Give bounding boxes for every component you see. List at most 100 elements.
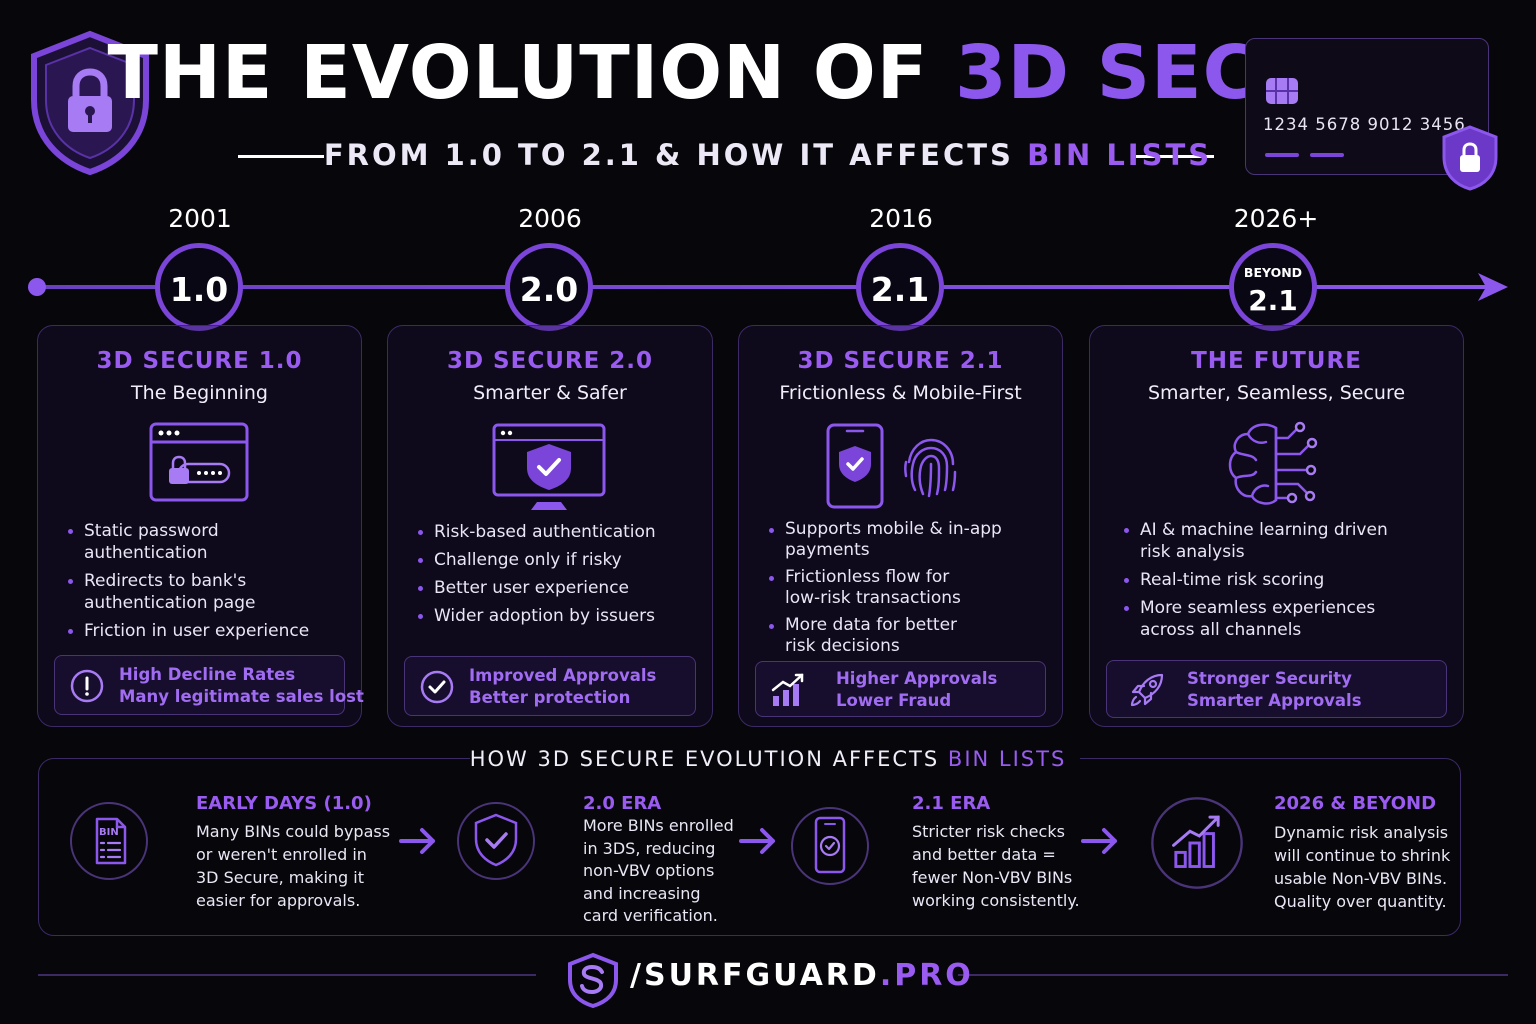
bin-icon-label: BIN xyxy=(99,827,119,838)
card-stripe-2 xyxy=(1310,153,1344,157)
card-title: 3D SECURE 2.1 xyxy=(797,348,1004,374)
card-bullets: AI & machine learning driven risk analysi… xyxy=(1122,519,1449,647)
monitor-shield-icon xyxy=(492,423,606,510)
year-label-1: 2001 xyxy=(168,204,232,233)
era-text: Many BINs could bypass or weren't enroll… xyxy=(196,820,390,912)
era-text-line: More BINs enrolled xyxy=(583,816,734,835)
card-title: 3D SECURE 1.0 xyxy=(96,348,303,374)
page-subtitle: FROM 1.0 TO 2.1 & HOW IT AFFECTS BIN LIS… xyxy=(0,138,1536,172)
card-title: 3D SECURE 2.0 xyxy=(446,348,654,374)
subtitle-part2: BIN LISTS xyxy=(1027,138,1213,172)
alert-circle-icon xyxy=(70,669,104,703)
card-shield-lock-icon xyxy=(1442,125,1498,191)
bullet-line: Frictionless flow for xyxy=(785,567,950,587)
phone-check-icon xyxy=(791,807,869,885)
timeline-card-4: THE FUTURE Smarter, Seamless, Secure AI xyxy=(1089,325,1464,727)
version-node-prefix: BEYOND xyxy=(1243,265,1303,280)
timeline-line xyxy=(38,285,1494,289)
era-title: 2026 & BEYOND xyxy=(1274,793,1437,814)
card-chip-icon xyxy=(1266,78,1298,104)
bullet-item: Frictionless flow for low-risk transactio… xyxy=(767,567,1048,609)
bullet-item: Risk-based authentication xyxy=(416,521,698,543)
bin-document-icon: BIN xyxy=(70,802,148,880)
era-text-line: will continue to shrink xyxy=(1274,846,1451,865)
brand-name: /SURFGUARD.PRO xyxy=(630,958,971,993)
callout-line-1: High Decline Rates xyxy=(119,665,296,684)
version-node-4: BEYOND 2.1 xyxy=(1229,243,1317,331)
era-text: Stricter risk checks and better data = f… xyxy=(912,820,1080,912)
card-subtitle: The Beginning xyxy=(131,382,268,404)
era-text-line: usable Non-VBV BINs. xyxy=(1274,869,1448,888)
bullet-item: Real-time risk scoring xyxy=(1122,569,1449,591)
surfguard-logo-icon xyxy=(568,952,618,1008)
subtitle-part1: FROM 1.0 TO 2.1 & HOW IT AFFECTS xyxy=(323,138,1014,172)
ai-brain-icon xyxy=(1228,421,1318,505)
version-node-3: 2.1 xyxy=(856,243,944,331)
callout-line-2: Smarter Approvals xyxy=(1187,691,1362,710)
brand-part2: .PRO xyxy=(879,958,974,993)
year-label-2: 2006 xyxy=(518,204,582,233)
callout-line-2: Lower Fraud xyxy=(836,691,952,710)
bin-heading-bg xyxy=(470,746,1080,772)
era-text: Dynamic risk analysis will continue to s… xyxy=(1274,821,1450,913)
timeline-card-2: 3D SECURE 2.0 Smarter & Safer Risk-based… xyxy=(387,325,713,727)
bullet-line: More seamless experiences xyxy=(1140,598,1376,618)
bullet-item: More seamless experiences across all chan… xyxy=(1122,597,1449,641)
era-text-line: fewer Non-VBV BINs xyxy=(912,868,1073,887)
callout-line-1: Higher Approvals xyxy=(836,669,998,688)
bin-heading-part2: BIN LISTS xyxy=(947,747,1067,771)
card-subtitle: Smarter & Safer xyxy=(473,382,627,404)
phone-shield-icon xyxy=(826,423,884,509)
card-bullets: Risk-based authentication Challenge only… xyxy=(416,521,698,633)
bullet-line: More data for better xyxy=(785,615,958,635)
era-text-line: Stricter risk checks xyxy=(912,822,1065,841)
era-text: More BINs enrolled in 3DS, reducing non-… xyxy=(583,815,734,928)
bullet-line: authentication page xyxy=(84,593,256,613)
arrow-right-icon xyxy=(739,828,775,854)
page-title: THE EVOLUTION OF 3D SECURE xyxy=(0,30,1536,116)
era-text-line: easier for approvals. xyxy=(196,891,361,910)
bullet-item: Wider adoption by issuers xyxy=(416,605,698,627)
subtitle-rule-right xyxy=(1136,155,1214,158)
footer-rule-left xyxy=(38,974,536,976)
bullet-item: AI & machine learning driven risk analysi… xyxy=(1122,519,1449,563)
year-label-3: 2016 xyxy=(869,204,933,233)
card-callout: Improved Approvals Better protection xyxy=(404,656,696,716)
callout-line-2: Many legitimate sales lost xyxy=(119,687,364,706)
era-text-line: Dynamic risk analysis xyxy=(1274,823,1449,842)
bullet-line: AI & machine learning driven xyxy=(1140,520,1388,540)
bullet-item: More data for better risk decisions xyxy=(767,615,1048,657)
card-subtitle: Frictionless & Mobile-First xyxy=(779,382,1022,404)
era-text-line: or weren't enrolled in xyxy=(196,845,367,864)
check-circle-icon xyxy=(420,670,454,704)
era-text-line: working consistently. xyxy=(912,891,1080,910)
card-bullets: Static password authentication Redirects… xyxy=(66,520,347,648)
era-title: 2.1 ERA xyxy=(912,793,991,814)
chart-up-icon xyxy=(771,673,804,706)
bullet-item: Redirects to bank's authentication page xyxy=(66,570,347,614)
bullet-line: payments xyxy=(785,540,870,560)
timeline-card-3: 3D SECURE 2.1 Frictionless & Mobile-Firs… xyxy=(738,325,1063,727)
card-callout: Higher Approvals Lower Fraud xyxy=(755,661,1046,717)
timeline-card-1: 3D SECURE 1.0 The Beginning Static passw… xyxy=(37,325,364,727)
bullet-item: Better user experience xyxy=(416,577,698,599)
shield-check-icon xyxy=(457,802,535,880)
era-text-line: and better data = xyxy=(912,845,1056,864)
timeline-arrow-icon xyxy=(1478,273,1508,301)
version-node-2: 2.0 xyxy=(505,243,593,331)
era-text-line: 3D Secure, making it xyxy=(196,868,364,887)
era-title: EARLY DAYS (1.0) xyxy=(196,793,372,814)
card-number: 1234 5678 9012 3456 xyxy=(1263,115,1466,134)
callout-line-1: Improved Approvals xyxy=(469,666,657,685)
bullet-line: risk analysis xyxy=(1140,542,1245,562)
bullet-item: Friction in user experience xyxy=(66,620,347,642)
year-label-4: 2026+ xyxy=(1233,204,1319,233)
card-title: THE FUTURE xyxy=(1191,348,1362,374)
era-text-line: Quality over quantity. xyxy=(1274,892,1447,911)
era-text-line: card verification. xyxy=(583,906,718,925)
bullet-line: low-risk transactions xyxy=(785,588,961,608)
card-stripe-1 xyxy=(1265,153,1299,157)
bullet-item: Supports mobile & in-app payments xyxy=(767,519,1048,561)
version-node-label: 2.1 xyxy=(1248,284,1298,317)
